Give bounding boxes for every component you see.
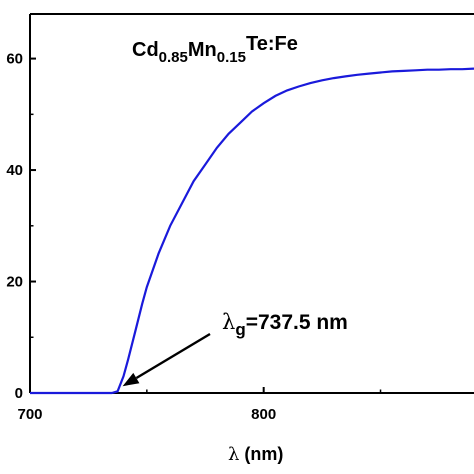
x-tick-label: 800 bbox=[251, 406, 276, 423]
y-tick-label: 20 bbox=[6, 274, 23, 291]
chart-title: Cd0.85Mn0.15Te:Fe bbox=[132, 33, 298, 66]
series-line bbox=[30, 67, 474, 395]
annotation-arrow bbox=[135, 332, 211, 380]
y-tick-label: 40 bbox=[6, 162, 23, 179]
y-tick-label: 60 bbox=[6, 51, 23, 68]
plot-axes: 700 800 0 20 40 60 bbox=[6, 13, 474, 423]
x-tick-label: 700 bbox=[17, 406, 42, 423]
annotation-arrowhead bbox=[122, 372, 140, 387]
x-axis-label: λ (nm) bbox=[228, 444, 283, 465]
bandgap-annotation: λg=737.5 nm bbox=[222, 310, 348, 339]
y-tick-label: 0 bbox=[15, 385, 23, 402]
